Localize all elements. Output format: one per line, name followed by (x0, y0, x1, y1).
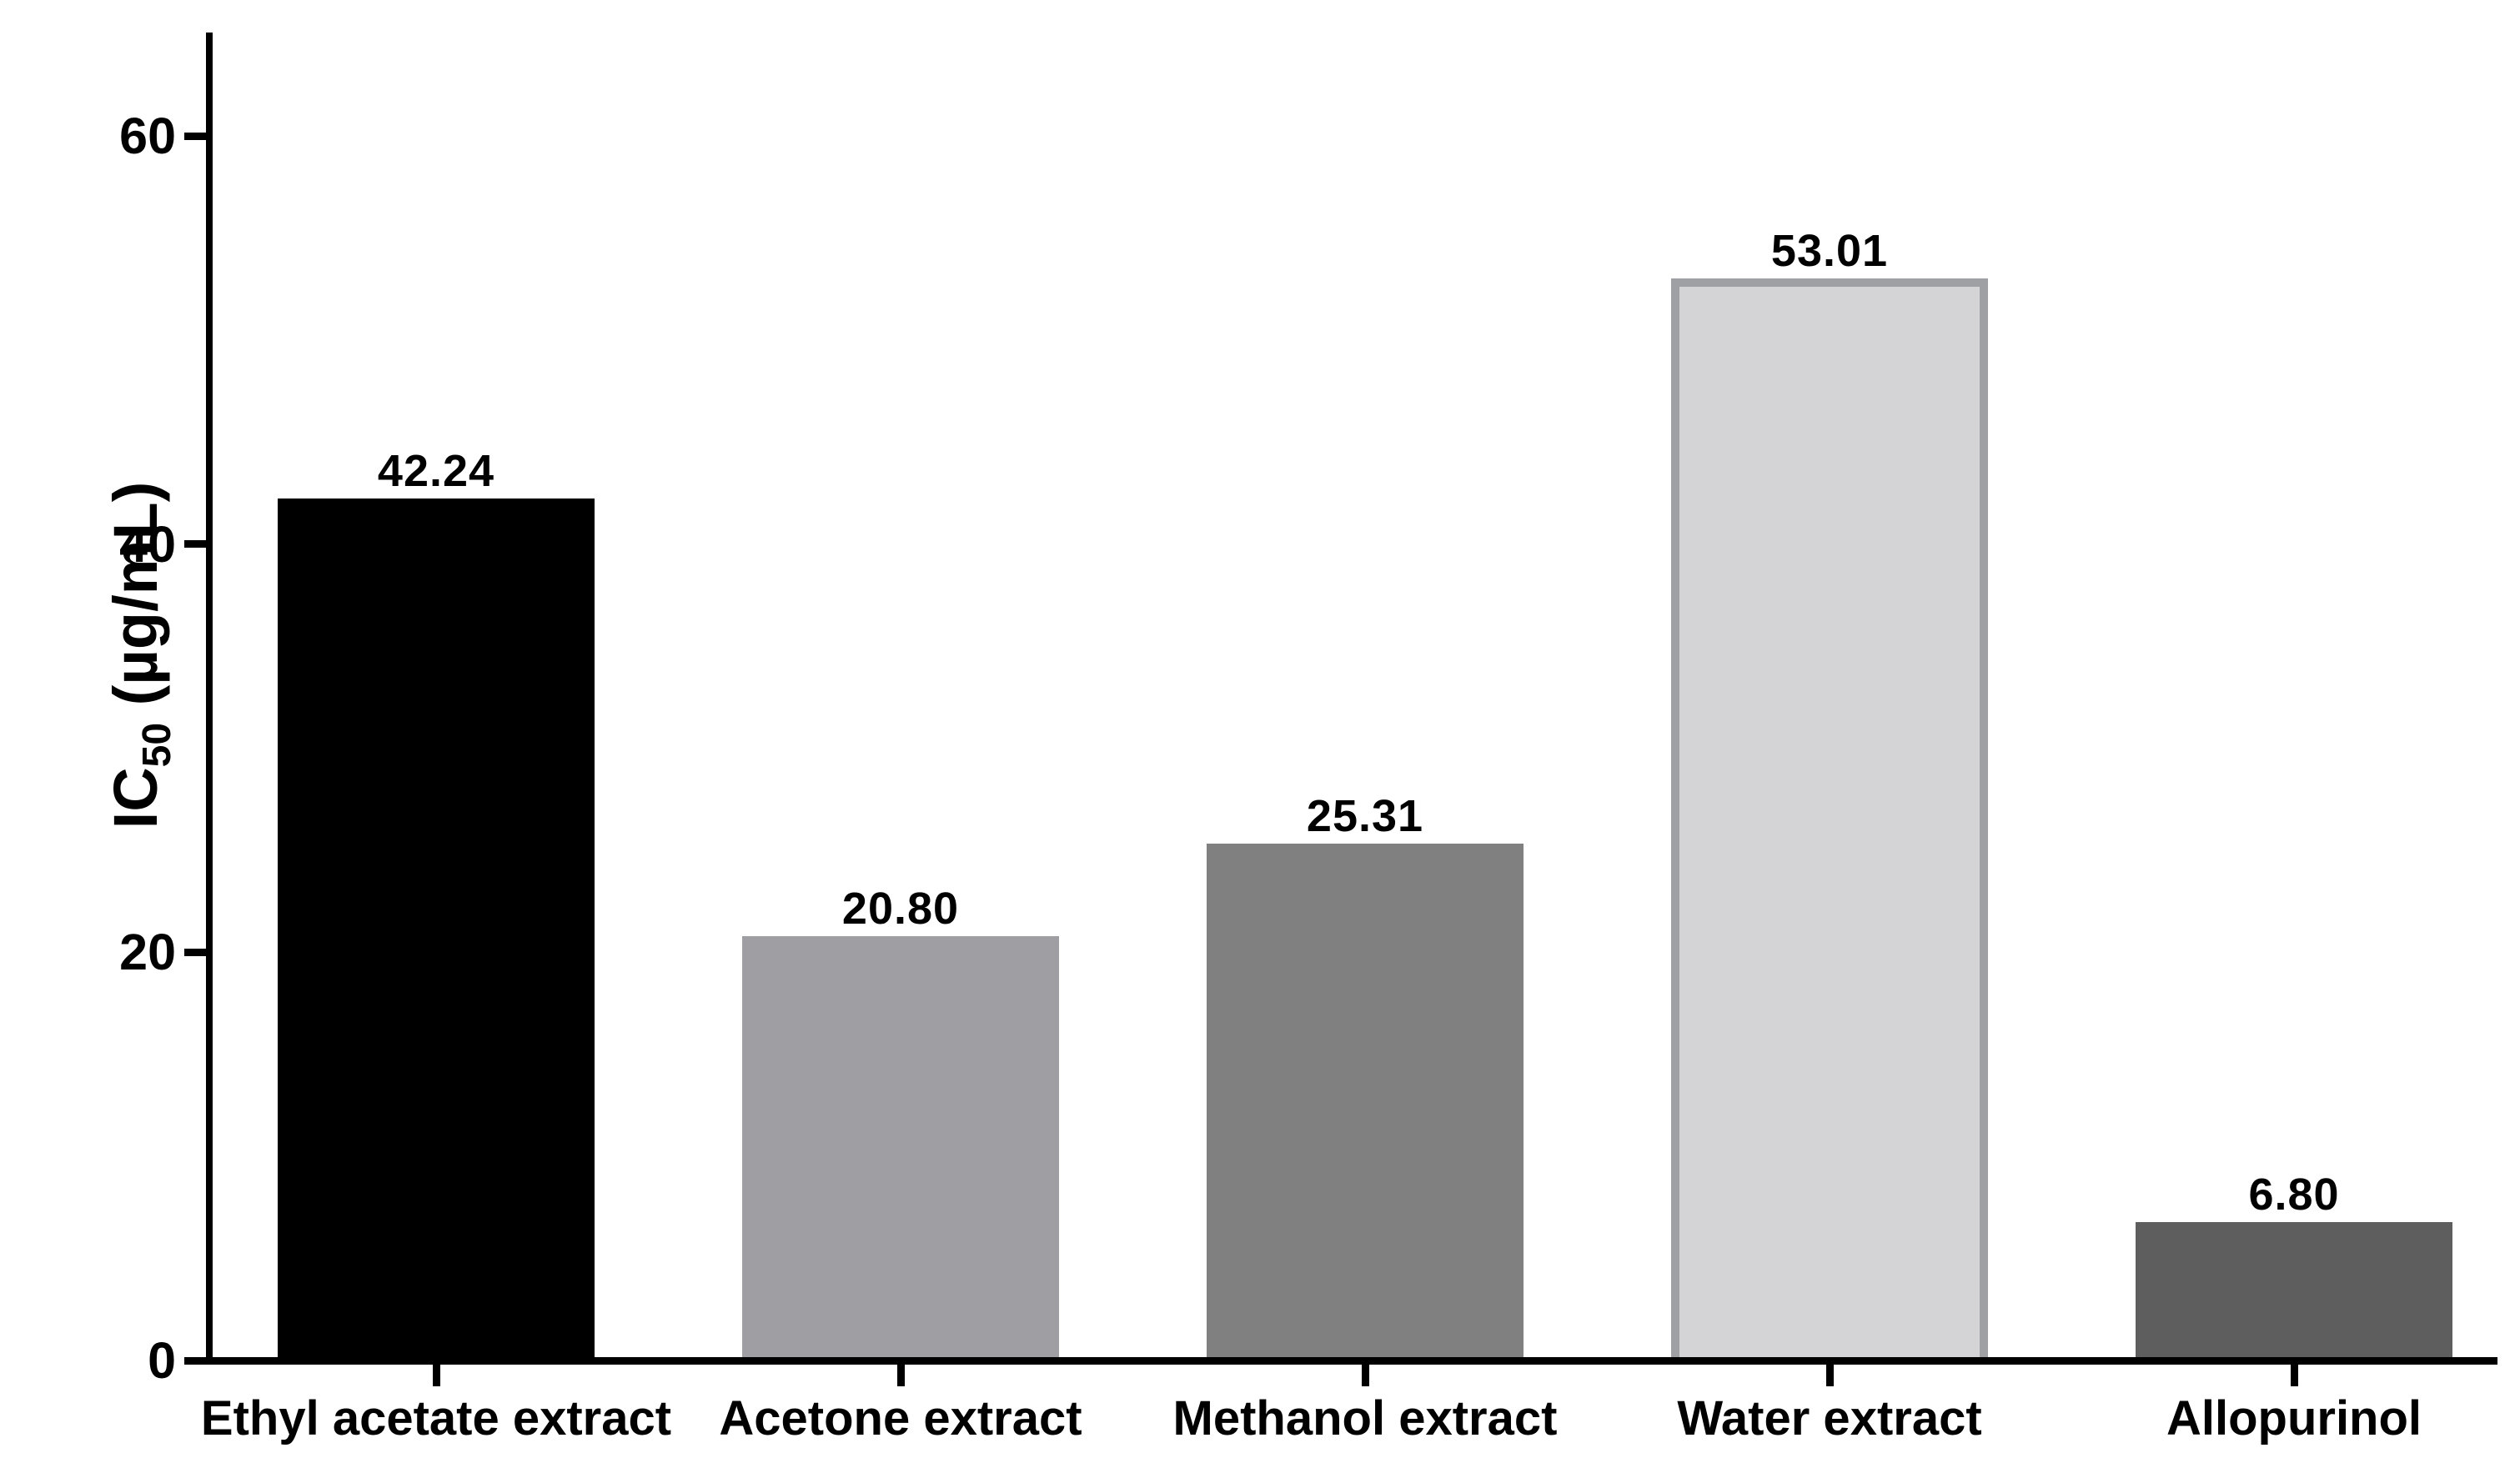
y-axis-tick (184, 540, 206, 549)
bar-value-label: 53.01 (1770, 226, 1889, 276)
x-axis-tick (1826, 1365, 1834, 1386)
bar-value-label: 42.24 (377, 446, 495, 496)
y-axis-tick-label: 40 (119, 515, 176, 573)
x-axis-tick (1362, 1365, 1369, 1386)
y-axis-tick-label: 0 (148, 1332, 176, 1389)
y-axis-tick (184, 1356, 206, 1365)
y-axis-tick-label: 60 (119, 108, 176, 165)
y-axis-tick (184, 132, 206, 140)
x-axis-category-label: Acetone extract (719, 1391, 1082, 1445)
x-axis-tick (2291, 1365, 2298, 1386)
x-axis-category-label: Methanol extract (1172, 1391, 1558, 1445)
y-axis-title-base: IC (101, 767, 170, 829)
bar-water-extract (1671, 278, 1988, 1360)
bar-value-label: 6.80 (2248, 1170, 2340, 1220)
x-axis-category-label: Ethyl acetate extract (200, 1391, 672, 1445)
bar-ethyl-acetate-extract (278, 499, 595, 1360)
y-axis-title-subscript: 50 (135, 722, 179, 768)
bar-value-label: 25.31 (1306, 791, 1424, 841)
y-axis-tick-label: 20 (119, 924, 176, 981)
x-axis-category-label: Allopurinol (2166, 1391, 2422, 1445)
y-axis-title: IC50 (µg/mL) (101, 405, 179, 905)
bar-allopurinol (2136, 1222, 2452, 1360)
bar-acetone-extract (742, 936, 1059, 1360)
bar-value-label: 20.80 (841, 884, 960, 934)
x-axis-tick (433, 1365, 440, 1386)
bar-methanol-extract (1207, 844, 1524, 1360)
x-axis-category-label: Water extract (1677, 1391, 1982, 1445)
x-axis-tick (897, 1365, 905, 1386)
y-axis-line (206, 33, 213, 1365)
y-axis-tick (184, 948, 206, 956)
x-axis-line (206, 1357, 2497, 1365)
